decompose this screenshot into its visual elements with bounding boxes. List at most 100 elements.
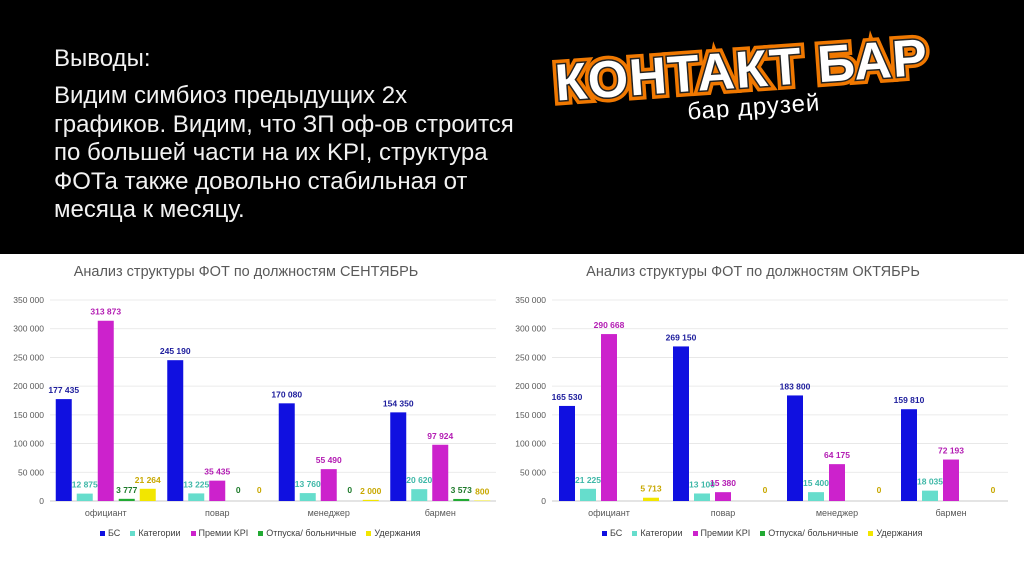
data-label: 15 400 (803, 478, 829, 488)
data-label: 15 380 (710, 478, 736, 488)
bar (715, 492, 731, 501)
y-tick-label: 250 000 (515, 352, 546, 362)
bar (643, 497, 659, 501)
legend-item: Премии KPI (692, 528, 751, 538)
legend-label: Отпуска/ больничные (266, 528, 357, 538)
legend-item: БС (100, 528, 120, 538)
y-tick-label: 200 000 (515, 381, 546, 391)
bar (362, 499, 379, 501)
y-tick-label: 100 000 (515, 439, 546, 449)
legend-swatch (868, 530, 874, 536)
y-tick-label: 350 000 (515, 295, 546, 305)
data-label: 64 175 (824, 450, 850, 460)
data-label: 313 873 (90, 307, 121, 317)
y-tick-label: 350 000 (13, 295, 44, 305)
y-tick-label: 50 000 (520, 467, 546, 477)
legend-swatch (130, 530, 136, 536)
y-tick-label: 50 000 (18, 467, 44, 477)
bar (411, 489, 428, 501)
data-label: 20 620 (406, 475, 432, 485)
data-label: 290 668 (594, 320, 625, 330)
legend-item: Категории (632, 528, 683, 538)
data-label: 13 225 (183, 479, 209, 489)
bar (580, 488, 596, 501)
bar (139, 488, 156, 501)
legend-september: БС Категории Премии KPI Отпуска/ больничные… (100, 528, 421, 538)
x-tick-label: бармен (935, 508, 966, 518)
legend-swatch (190, 530, 196, 536)
bar (209, 480, 226, 501)
data-label: 245 190 (160, 346, 191, 356)
legend-item: Отпуска/ больничные (258, 528, 356, 538)
legend-swatch (760, 530, 766, 536)
legend-label: Категории (640, 528, 683, 538)
legend-label: Категории (138, 528, 181, 538)
bar (432, 444, 449, 501)
bar (453, 498, 470, 501)
data-label: 35 435 (204, 467, 230, 477)
legend-swatch (632, 530, 638, 536)
bar (559, 405, 575, 501)
data-label: 0 (257, 485, 262, 495)
legend-item: Категории (130, 528, 181, 538)
y-tick-label: 0 (39, 496, 44, 506)
data-label: 177 435 (48, 385, 79, 395)
slide-body: Видим симбиоз предыдущих 2х графиков. Ви… (54, 82, 514, 223)
slide-heading: Выводы: (54, 45, 151, 72)
data-label: 0 (236, 485, 241, 495)
data-label: 170 080 (271, 389, 302, 399)
legend-label: Премии KPI (198, 528, 249, 538)
legend-item: БС (602, 528, 622, 538)
y-tick-label: 150 000 (515, 410, 546, 420)
x-tick-label: официант (85, 508, 127, 518)
legend-october: БС Категории Премии KPI Отпуска/ больничные… (602, 528, 923, 538)
x-tick-label: менеджер (816, 508, 858, 518)
slide-text-block: Выводы: Видим симбиоз предыдущих 2х граф… (54, 44, 524, 225)
bar (808, 492, 824, 501)
data-label: 0 (347, 485, 352, 495)
bar (167, 360, 184, 501)
bar (901, 409, 917, 501)
chart-october: Анализ структуры ФОТ по должностям ОКТЯБ… (506, 254, 1014, 554)
legend-label: Премии KPI (700, 528, 751, 538)
bar (922, 490, 938, 501)
data-label: 0 (763, 485, 768, 495)
data-label: 21 264 (135, 475, 161, 485)
bar (188, 493, 205, 501)
data-label: 13 760 (295, 479, 321, 489)
data-label: 13 100 (689, 479, 715, 489)
bar (118, 498, 135, 501)
legend-label: БС (108, 528, 121, 538)
data-label: 3 777 (116, 485, 138, 495)
data-label: 800 (475, 487, 489, 497)
legend-item: Удержания (366, 528, 421, 538)
x-tick-label: бармен (425, 508, 456, 518)
chart-title: Анализ структуры ФОТ по должностям СЕНТЯ… (74, 264, 419, 280)
legend-item: Премии KPI (190, 528, 249, 538)
legend-label: БС (610, 528, 623, 538)
data-label: 55 490 (316, 455, 342, 465)
chart-september: Анализ структуры ФОТ по должностям СЕНТЯ… (4, 254, 512, 554)
chart-october-svg: Анализ структуры ФОТ по должностям ОКТЯБ… (515, 264, 1008, 518)
bar (299, 493, 316, 501)
legend-label: Удержания (876, 528, 923, 538)
bar (694, 493, 710, 501)
y-tick-label: 250 000 (13, 352, 44, 362)
bar (320, 469, 337, 501)
x-tick-label: повар (205, 508, 230, 518)
data-label: 159 810 (894, 395, 925, 405)
legend-label: Отпуска/ больничные (768, 528, 859, 538)
y-tick-label: 150 000 (13, 410, 44, 420)
y-tick-label: 300 000 (13, 324, 44, 334)
legend-swatch (602, 530, 607, 536)
data-label: 18 035 (917, 477, 943, 487)
bar (390, 412, 407, 501)
x-tick-label: повар (711, 508, 736, 518)
legend-item: Отпуска/ больничные (760, 528, 858, 538)
bar (601, 334, 617, 501)
data-label: 12 875 (72, 480, 98, 490)
legend-swatch (100, 530, 105, 536)
kontakt-bar-logo: КОНТАКТ БАР КОНТАКТ БАР бар друзей (548, 28, 935, 120)
bar (829, 464, 845, 501)
legend-label: Удержания (374, 528, 421, 538)
